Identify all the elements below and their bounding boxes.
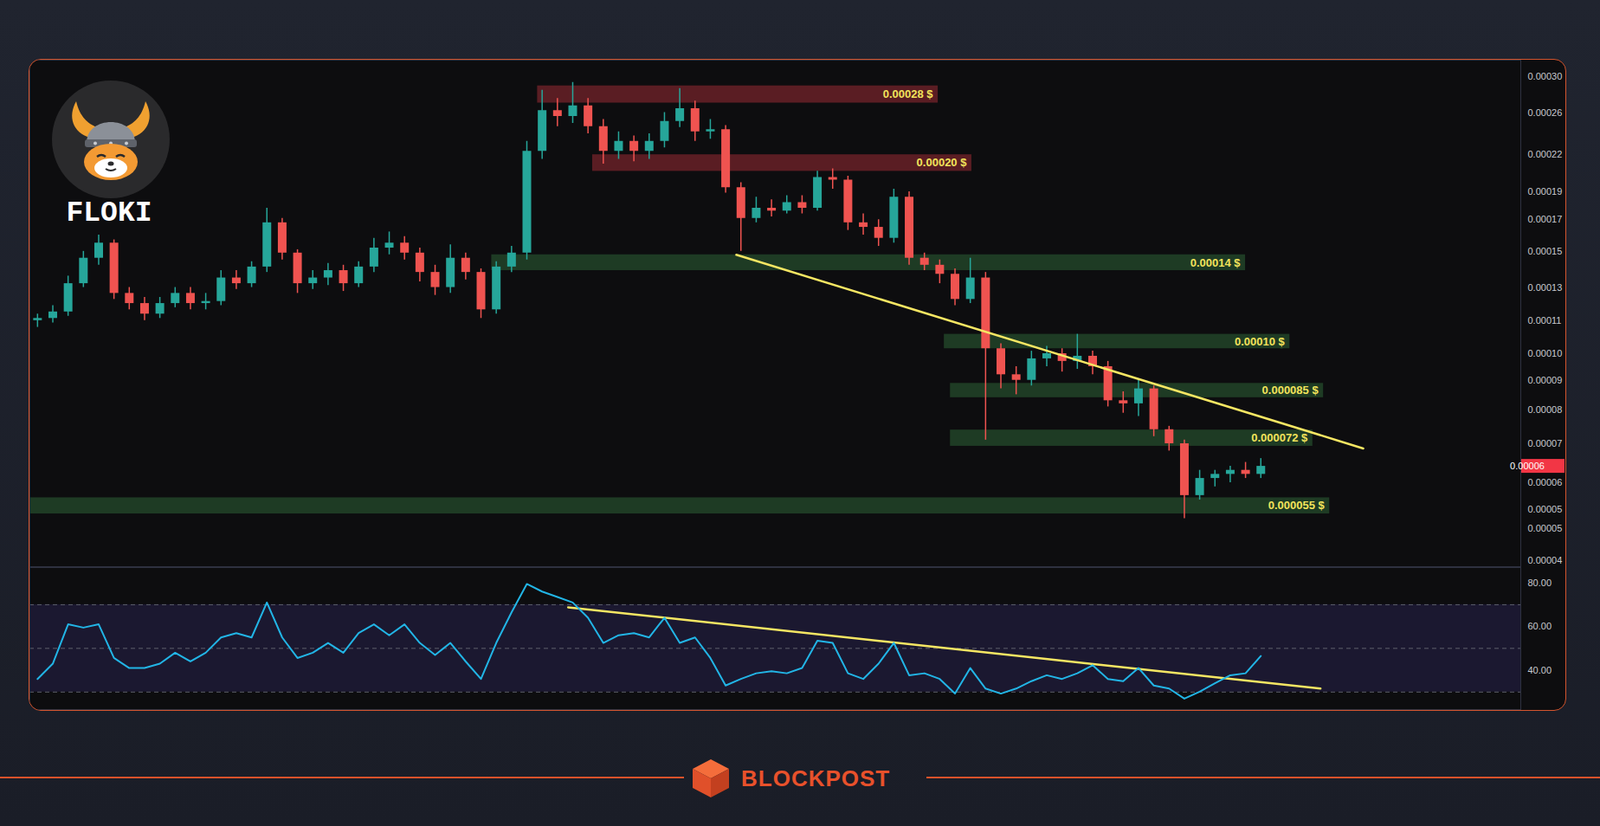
svg-text:0.00006: 0.00006 bbox=[1528, 477, 1563, 488]
svg-text:0.00004: 0.00004 bbox=[1528, 554, 1563, 566]
svg-text:0.00005: 0.00005 bbox=[1528, 503, 1563, 515]
svg-text:0.00017: 0.00017 bbox=[1528, 213, 1563, 225]
svg-text:0.00014 $: 0.00014 $ bbox=[1190, 256, 1242, 270]
svg-text:0.00010 $: 0.00010 $ bbox=[1234, 335, 1286, 349]
svg-text:0.000055 $: 0.000055 $ bbox=[1268, 498, 1326, 512]
svg-text:0.00009: 0.00009 bbox=[1528, 374, 1563, 386]
svg-text:0.00010: 0.00010 bbox=[1528, 348, 1563, 359]
svg-text:0.00013: 0.00013 bbox=[1528, 282, 1563, 293]
svg-text:0.00015: 0.00015 bbox=[1528, 245, 1563, 257]
svg-text:40.00: 40.00 bbox=[1528, 664, 1553, 676]
svg-text:0.00007: 0.00007 bbox=[1528, 438, 1563, 449]
svg-text:0.00026: 0.00026 bbox=[1528, 107, 1563, 118]
svg-text:60.00: 60.00 bbox=[1528, 620, 1553, 632]
html-text:FLOKI: FLOKI bbox=[66, 197, 152, 230]
svg-text:0.00019: 0.00019 bbox=[1528, 186, 1563, 197]
html-text:BLOCKPOST: BLOCKPOST bbox=[741, 765, 891, 792]
svg-text:0.00020 $: 0.00020 $ bbox=[916, 155, 968, 169]
svg-text:0.00005: 0.00005 bbox=[1528, 522, 1563, 534]
svg-text:0.00022: 0.00022 bbox=[1528, 148, 1563, 160]
svg-text:0.000085 $: 0.000085 $ bbox=[1262, 383, 1320, 397]
svg-text:0.00030: 0.00030 bbox=[1528, 70, 1563, 82]
svg-text:0.00028 $: 0.00028 $ bbox=[883, 87, 935, 101]
svg-text:0.00011: 0.00011 bbox=[1528, 315, 1562, 326]
svg-text:80.00: 80.00 bbox=[1528, 577, 1553, 588]
svg-text:0.000072 $: 0.000072 $ bbox=[1251, 431, 1309, 445]
svg-text:0.00006: 0.00006 bbox=[1509, 460, 1545, 471]
svg-text:0.00008: 0.00008 bbox=[1528, 404, 1563, 415]
